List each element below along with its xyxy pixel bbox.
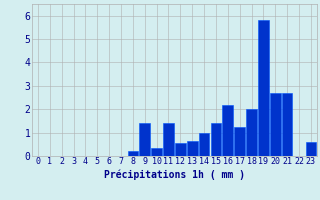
Bar — [211, 123, 221, 156]
Bar — [222, 105, 233, 156]
Bar — [246, 109, 257, 156]
Bar — [140, 123, 150, 156]
Bar — [187, 141, 197, 156]
Bar — [306, 142, 316, 156]
Bar — [163, 123, 174, 156]
Bar — [234, 127, 245, 156]
Bar — [282, 93, 292, 156]
Bar — [151, 148, 162, 156]
Bar — [128, 151, 138, 156]
X-axis label: Précipitations 1h ( mm ): Précipitations 1h ( mm ) — [104, 169, 245, 180]
Bar — [258, 20, 269, 156]
Bar — [199, 133, 209, 156]
Bar — [175, 143, 186, 156]
Bar — [270, 93, 281, 156]
